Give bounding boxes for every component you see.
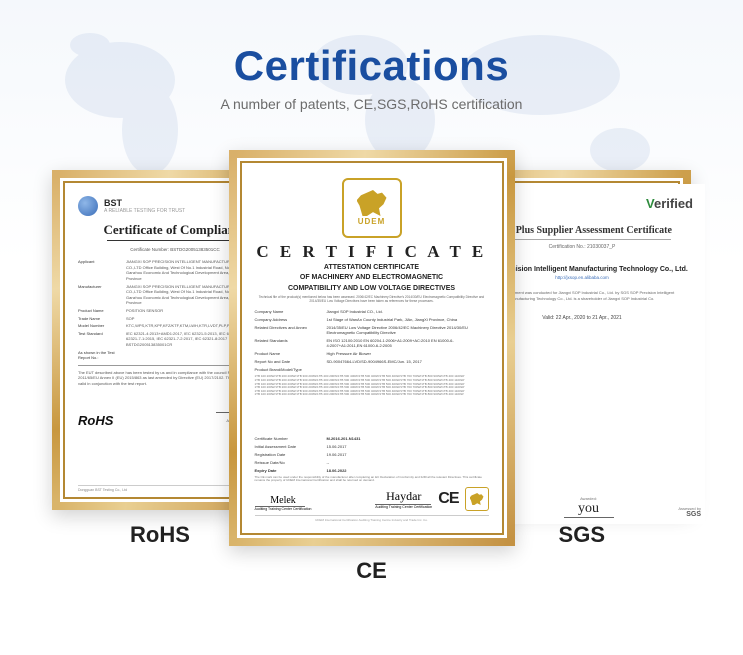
- ce-footer: UDEM International Certification Auditin…: [255, 515, 489, 522]
- ce-prod: High Pressure Air Blower: [327, 351, 489, 356]
- rohs-shown-label: As shown in the Test Report No.:: [78, 350, 126, 361]
- bst-brand: BST: [104, 198, 185, 208]
- ce-init: 15.06.2017: [327, 444, 489, 449]
- rohs-applicant-label: Applicant: [78, 259, 126, 281]
- caption-ce: CE: [356, 558, 387, 584]
- ce-dir-label: Related Directives and Annex: [255, 325, 327, 335]
- ce-dir: 2014/35/EU Low Voltage Directive 2006/42…: [327, 325, 489, 335]
- rohs-trade: SOP: [126, 316, 134, 322]
- caption-rohs: RoHS: [130, 522, 190, 548]
- sgs-signature: you: [564, 501, 614, 517]
- caption-sgs: SGS: [559, 522, 605, 548]
- rohs-mark: RoHS: [78, 413, 113, 428]
- rohs-standard-label: Test Standard: [78, 331, 126, 348]
- ce-disclaimer: The CE mark can be used under the respon…: [255, 476, 489, 483]
- rohs-model-label: Model Number: [78, 323, 126, 329]
- ce-prod-label: Product Name: [255, 351, 327, 356]
- ce-rep: SD-90047664-LVD/SD-9004966S-EMC/Jun. 15,…: [327, 359, 489, 364]
- ce-brand-label: Product Brand/Model/Type: [255, 367, 327, 372]
- rohs-product-label: Product Name: [78, 308, 126, 314]
- ce-mark: CE: [438, 490, 458, 508]
- rohs-certno: BSTDG20051383501CC: [170, 247, 220, 252]
- sgs-mark: SGS: [678, 511, 701, 518]
- ce-sub3: COMPATIBILITY AND LOW VOLTAGE DIRECTIVES: [255, 285, 489, 293]
- ce-init-label: Initial Assessment Date: [255, 444, 327, 449]
- ce-reissue: --: [327, 460, 489, 465]
- bst-tagline: A RELIABLE TESTING FOR TRUST: [104, 208, 185, 214]
- rohs-manuf-label: Manufacturer: [78, 284, 126, 306]
- lion-icon: [357, 190, 387, 216]
- rohs-model: KTC,WPS,KTR,KPF,KFZ/KTF,KTM,LWH,KTR,LVDT…: [126, 323, 234, 329]
- ce-reg-label: Registration Date: [255, 452, 327, 457]
- ce-signature-left: Melek: [255, 495, 312, 506]
- ce-std-label: Related Standards: [255, 338, 327, 348]
- ce-company: Jiangxi SOP Industrial CO., Ltd.: [327, 309, 489, 314]
- cert-ce: UDEM C E R T I F I C A T E ATTESTATION C…: [229, 150, 515, 546]
- ce-certno-label: Certificate Number: [255, 436, 327, 441]
- ce-model-block: 1TB 100 200W/1TB 200 200W/1TB 300 200W/1…: [255, 375, 489, 397]
- ce-sig-role: Auditing Training Center Certification: [255, 507, 312, 511]
- certificates-row: BST A RELIABLE TESTING FOR TRUST Certifi…: [0, 142, 743, 602]
- ce-certno: M.2016.201.N1431: [327, 436, 489, 441]
- ce-sub1: ATTESTATION CERTIFICATE: [255, 264, 489, 272]
- rohs-certno-label: Certificate Number:: [130, 247, 169, 252]
- ce-rep-label: Report No and Date: [255, 359, 327, 364]
- ce-paper: UDEM C E R T I F I C A T E ATTESTATION C…: [243, 164, 501, 532]
- ce-std: EN ISO 12100:2010 EN 60204-1:2006+A1:200…: [327, 338, 489, 348]
- ce-addr-label: Company Address: [255, 317, 327, 322]
- page-subtitle: A number of patents, CE,SGS,RoHS certifi…: [0, 96, 743, 112]
- ce-sub2: OF MACHINERY AND ELECTROMAGNETIC: [255, 274, 489, 282]
- page-title: Certifications: [0, 42, 743, 90]
- rohs-product: POSITION SENSOR: [126, 308, 163, 314]
- verified-rest: erified: [654, 196, 693, 211]
- ce-title: C E R T I F I C A T E: [255, 242, 489, 262]
- ce-addr: 1st Stage of WanAn County Industrial Par…: [327, 317, 489, 322]
- ce-stamp-icon: [465, 487, 489, 511]
- ce-micro: Technical file of the product(s) mention…: [255, 295, 489, 303]
- bst-logo-icon: [78, 196, 98, 216]
- header: Certifications A number of patents, CE,S…: [0, 0, 743, 112]
- ce-exp-label: Expiry Date: [255, 468, 327, 473]
- ce-sig-role2: Auditing Training Center Certification: [375, 505, 432, 509]
- udem-text: UDEM: [358, 217, 386, 226]
- ce-reissue-label: Reissue Date/No: [255, 460, 327, 465]
- ce-signature-right: Haydar: [375, 489, 432, 504]
- ce-company-label: Company Name: [255, 309, 327, 314]
- rohs-trade-label: Trade Name: [78, 316, 126, 322]
- ce-reg: 19.06.2017: [327, 452, 489, 457]
- verified-v: V: [646, 196, 654, 211]
- udem-crest-icon: UDEM: [342, 178, 402, 238]
- ce-exp: 18.06.2022: [327, 468, 489, 473]
